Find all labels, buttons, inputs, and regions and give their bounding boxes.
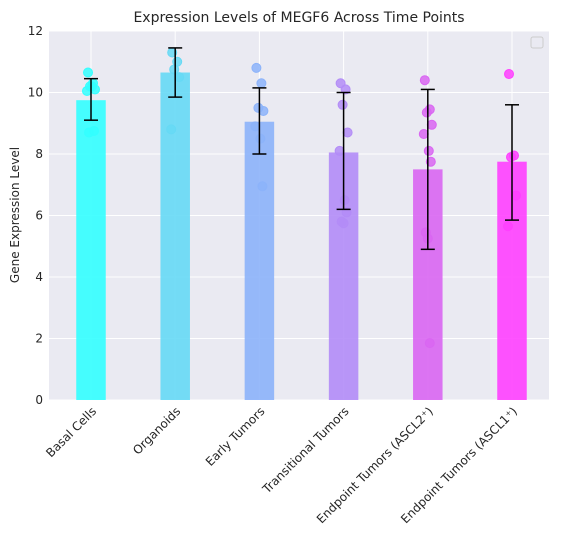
data-point bbox=[256, 78, 267, 89]
x-tick-label: Early Tumors bbox=[203, 404, 268, 469]
data-point bbox=[83, 67, 93, 78]
x-tick-labels: Basal Cells Organoids Early TumorsTransiti… bbox=[43, 404, 520, 526]
data-point bbox=[84, 127, 94, 138]
y-tick-label: 0 bbox=[35, 393, 43, 407]
data-point bbox=[506, 152, 516, 163]
data-point bbox=[166, 124, 177, 135]
data-point bbox=[255, 133, 266, 144]
data-point bbox=[426, 119, 437, 130]
y-tick-labels: 0 2 4 6 8 10 12 bbox=[28, 24, 43, 407]
y-tick-label: 4 bbox=[35, 270, 43, 284]
data-point bbox=[503, 221, 513, 232]
data-point bbox=[87, 81, 97, 92]
bar bbox=[244, 121, 275, 401]
bar bbox=[160, 72, 190, 400]
data-point bbox=[337, 99, 348, 110]
data-point bbox=[339, 195, 350, 206]
x-tick-label: Transitional Tumors bbox=[259, 404, 352, 497]
data-point bbox=[257, 181, 268, 192]
data-point bbox=[174, 72, 185, 83]
data-point bbox=[258, 105, 269, 116]
data-point bbox=[338, 218, 349, 229]
data-point bbox=[511, 190, 521, 201]
data-point bbox=[419, 75, 430, 86]
y-tick-label: 10 bbox=[28, 86, 43, 100]
data-point bbox=[424, 338, 435, 349]
data-point bbox=[418, 129, 429, 140]
error-bars bbox=[84, 47, 519, 251]
y-tick-label: 8 bbox=[35, 147, 43, 161]
data-point bbox=[334, 145, 345, 156]
chart-title: Expression Levels of MEGF6 Across Time P… bbox=[133, 10, 464, 26]
y-tick-label: 2 bbox=[35, 332, 43, 346]
data-point bbox=[169, 64, 180, 75]
data-point bbox=[250, 121, 261, 132]
y-tick-label: 12 bbox=[28, 24, 43, 38]
bar bbox=[76, 100, 106, 400]
x-tick-label: Basal Cells bbox=[43, 404, 99, 460]
data-point bbox=[341, 207, 352, 218]
data-point bbox=[342, 127, 353, 138]
data-point bbox=[251, 62, 262, 73]
legend-box bbox=[530, 36, 544, 49]
data-point bbox=[423, 145, 434, 156]
data-point bbox=[421, 107, 432, 118]
y-axis-label: Gene Expression Level bbox=[8, 147, 22, 283]
data-point bbox=[340, 84, 351, 95]
data-point bbox=[504, 69, 514, 80]
x-tick-label: Organoids bbox=[130, 404, 183, 457]
y-tick-label: 6 bbox=[35, 209, 43, 223]
